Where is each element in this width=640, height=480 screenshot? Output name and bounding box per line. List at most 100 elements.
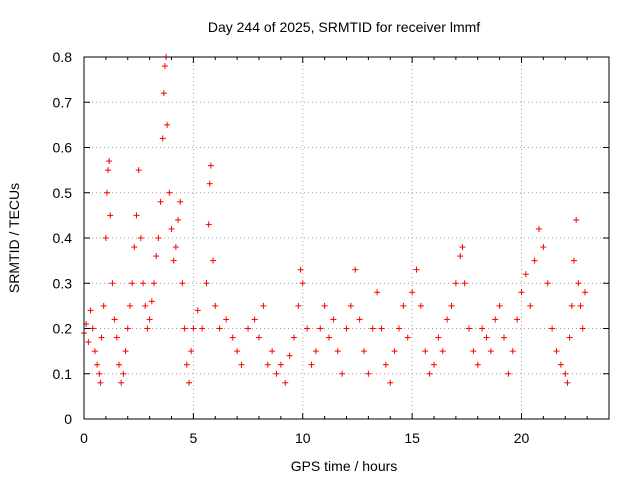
data-point: [153, 253, 160, 260]
data-point: [492, 316, 499, 323]
data-point: [223, 316, 230, 323]
data-point: [212, 302, 219, 309]
data-point: [444, 316, 451, 323]
data-point: [131, 244, 138, 251]
data-point: [207, 162, 214, 169]
data-point: [339, 370, 346, 377]
data-point: [282, 379, 289, 386]
data-point: [409, 289, 416, 296]
data-point: [148, 298, 155, 305]
data-point: [273, 370, 280, 377]
data-point: [116, 361, 122, 368]
data-point: [571, 257, 577, 264]
x-tick-label: 15: [404, 430, 420, 446]
data-point: [126, 302, 133, 309]
data-point: [172, 244, 179, 251]
data-point: [562, 370, 569, 377]
data-point: [199, 325, 206, 332]
data-point: [135, 167, 142, 174]
data-point: [166, 189, 173, 196]
data-point: [514, 316, 521, 323]
data-point: [557, 361, 564, 368]
y-axis-label: SRMTID / TECUs: [6, 183, 22, 293]
data-point: [87, 307, 94, 314]
x-tick-label: 20: [514, 430, 530, 446]
data-point: [256, 334, 262, 341]
data-point: [369, 325, 376, 332]
data-point: [518, 289, 525, 296]
data-point: [470, 348, 477, 355]
data-point: [144, 325, 151, 332]
data-point: [391, 348, 398, 355]
y-tick-label: 0.4: [53, 230, 73, 246]
data-point: [179, 280, 186, 287]
data-point: [426, 370, 433, 377]
data-point: [151, 280, 157, 287]
data-point: [312, 348, 319, 355]
x-axis-label: GPS time / hours: [291, 458, 398, 474]
data-point: [183, 361, 190, 368]
data-point: [98, 334, 105, 341]
data-point: [291, 334, 297, 341]
data-point: [89, 325, 96, 332]
data-point: [157, 198, 164, 205]
data-point: [496, 302, 503, 309]
data-point: [269, 348, 276, 355]
data-point: [100, 302, 107, 309]
data-point: [522, 271, 529, 278]
data-point: [343, 325, 350, 332]
x-tick-label: 0: [80, 430, 88, 446]
data-point: [474, 361, 481, 368]
data-point: [387, 379, 394, 386]
data-point: [575, 280, 582, 287]
data-point: [168, 225, 175, 232]
data-point: [111, 316, 118, 323]
data-point: [94, 361, 101, 368]
data-point: [536, 225, 542, 232]
data-point: [509, 348, 516, 355]
data-point: [527, 302, 534, 309]
data-point: [203, 280, 210, 287]
data-point: [251, 316, 258, 323]
data-point: [155, 235, 162, 241]
data-point: [422, 348, 429, 355]
data-point: [234, 348, 241, 355]
data-point: [177, 198, 184, 205]
data-point: [205, 221, 212, 228]
data-point: [461, 280, 468, 287]
data-point: [245, 325, 252, 332]
data-point: [295, 302, 302, 309]
data-point: [188, 348, 195, 355]
data-point: [413, 266, 420, 273]
y-tick-label: 0.6: [53, 140, 73, 156]
data-point: [142, 302, 149, 309]
data-point: [568, 302, 575, 309]
data-point: [352, 266, 359, 273]
data-point: [260, 302, 267, 309]
data-point: [106, 158, 113, 165]
data-point: [97, 379, 104, 386]
data-point: [321, 302, 328, 309]
data-point: [361, 348, 367, 355]
x-tick-label: 5: [189, 430, 197, 446]
axis-ticks: [83, 56, 610, 420]
data-point: [439, 348, 446, 355]
data-point: [229, 334, 236, 341]
data-point: [308, 361, 315, 368]
data-point: [581, 289, 588, 296]
y-tick-label: 0: [64, 411, 72, 427]
data-point: [544, 280, 551, 287]
data-point: [479, 325, 486, 332]
data-point: [140, 280, 147, 287]
data-point: [382, 361, 389, 368]
y-tick-label: 0.5: [53, 185, 73, 201]
y-tick-label: 0.2: [53, 321, 73, 337]
data-point: [326, 334, 332, 341]
data-point: [540, 244, 547, 251]
data-point: [124, 325, 131, 332]
data-point: [286, 352, 293, 359]
data-point: [374, 289, 381, 296]
data-point: [501, 334, 507, 341]
data-point: [297, 266, 304, 273]
data-points: [81, 54, 588, 386]
